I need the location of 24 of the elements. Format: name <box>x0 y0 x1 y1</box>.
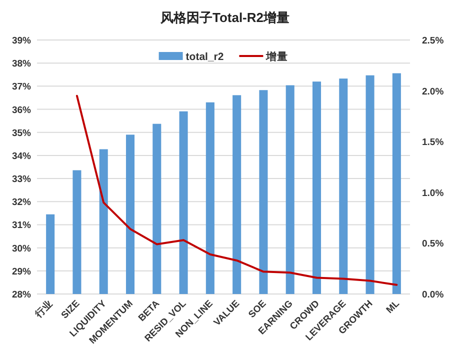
y-tick-label: 38% <box>12 58 32 70</box>
x-tick-label: 行业 <box>32 298 56 321</box>
y-tick-label: 29% <box>12 266 32 278</box>
y-tick-label: 32% <box>12 197 32 208</box>
legend-label: 增量 <box>265 50 288 63</box>
y-tick-label: 35% <box>12 128 32 139</box>
y2-tick-label: 2.0% <box>422 86 444 98</box>
x-tick-label: ML <box>384 298 402 316</box>
y2-tick-label: 2.5% <box>422 36 444 46</box>
y-tick-label: 30% <box>12 243 32 254</box>
y-tick-label: 33% <box>12 174 32 186</box>
line-series <box>76 94 398 286</box>
legend-label: total_r2 <box>186 51 224 63</box>
y2-tick-label: 0.0% <box>422 290 444 300</box>
y-tick-label: 36% <box>12 104 32 116</box>
y-tick-label: 39% <box>12 36 32 46</box>
y-tick-label: 37% <box>12 82 32 93</box>
y-tick-label: 34% <box>12 150 32 162</box>
y2-tick-label: 0.5% <box>422 238 444 250</box>
y2-tick-label: 1.5% <box>422 137 444 148</box>
y-tick-label: 31% <box>12 220 32 232</box>
chart-title: 风格因子Total-R2增量 <box>159 10 290 25</box>
y2-tick-label: 1.0% <box>422 188 444 199</box>
y-tick-label: 28% <box>12 290 32 300</box>
